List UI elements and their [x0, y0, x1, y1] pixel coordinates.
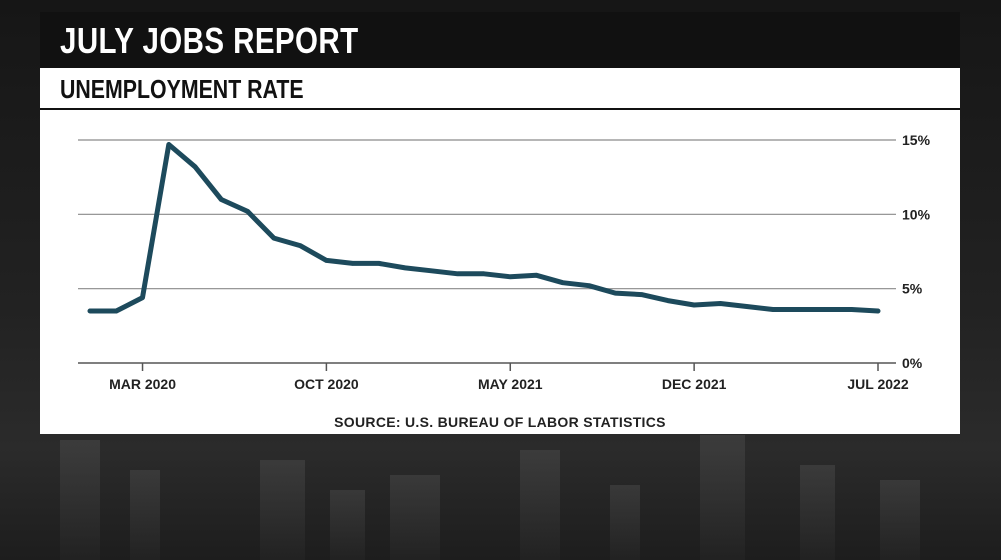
y-tick-label: 15%	[902, 132, 931, 148]
background-bar	[390, 475, 440, 560]
background-bar	[880, 480, 920, 560]
data-point	[797, 307, 802, 312]
grid-layer	[78, 139, 896, 364]
data-point	[481, 271, 487, 276]
data-point	[350, 261, 355, 266]
data-point	[665, 298, 671, 303]
data-point	[639, 292, 644, 297]
data-point	[403, 265, 408, 271]
data-point	[508, 274, 513, 279]
data-point	[87, 308, 93, 314]
background-bar	[130, 470, 160, 560]
background-bar	[330, 490, 365, 560]
data-point	[613, 290, 618, 296]
data-point	[718, 301, 723, 306]
y-tick-label: 0%	[902, 355, 923, 371]
background-bar	[610, 485, 640, 560]
data-point	[849, 307, 854, 312]
unemployment-rate-line	[87, 142, 881, 314]
background-bar	[700, 435, 745, 560]
report-title: JULY JOBS REPORT	[60, 20, 359, 61]
data-point	[324, 258, 329, 263]
x-tick-label: OCT 2020	[294, 376, 359, 392]
y-tick-label: 5%	[902, 281, 923, 297]
data-point	[429, 268, 434, 274]
line-chart: 0% 5% 10% 15% MAR 2020 OCT 2020 MAY 2021 DEC 20…	[78, 132, 931, 392]
background-bar	[800, 465, 835, 560]
data-point	[140, 295, 145, 300]
data-point	[114, 308, 119, 314]
data-point	[271, 235, 277, 241]
chart-panel: JULY JOBS REPORT UNEMPLOYMENT RATE 0% 5% 1…	[40, 12, 960, 434]
background-bar	[60, 440, 100, 560]
title-bar: JULY JOBS REPORT	[40, 12, 960, 68]
data-point	[691, 302, 697, 308]
data-point	[192, 164, 198, 169]
data-point	[245, 209, 250, 214]
background-bar	[520, 450, 560, 560]
data-point	[534, 273, 539, 278]
data-point	[560, 280, 565, 285]
x-tick-label: DEC 2021	[662, 376, 727, 392]
chart-subtitle: UNEMPLOYMENT RATE	[60, 74, 304, 104]
data-point	[586, 283, 592, 288]
data-point	[455, 271, 460, 276]
data-point	[376, 261, 382, 266]
subtitle-divider	[40, 108, 960, 110]
data-point	[297, 243, 303, 248]
data-point	[823, 307, 828, 312]
data-point	[770, 307, 776, 312]
data-point	[875, 308, 881, 314]
series-layer	[87, 142, 881, 314]
x-tick-label: MAR 2020	[109, 376, 176, 392]
y-tick-label: 10%	[902, 206, 931, 222]
data-point	[744, 304, 749, 309]
background-bar	[260, 460, 305, 560]
source-note: SOURCE: U.S. BUREAU OF LABOR STATISTICS	[334, 414, 666, 430]
data-point	[219, 197, 224, 202]
x-tick-label: MAY 2021	[478, 376, 543, 392]
axis-layer: 0% 5% 10% 15% MAR 2020 OCT 2020 MAY 2021 DEC 20…	[109, 132, 930, 392]
x-tick-label: JUL 2022	[847, 376, 908, 392]
data-point	[166, 142, 171, 147]
